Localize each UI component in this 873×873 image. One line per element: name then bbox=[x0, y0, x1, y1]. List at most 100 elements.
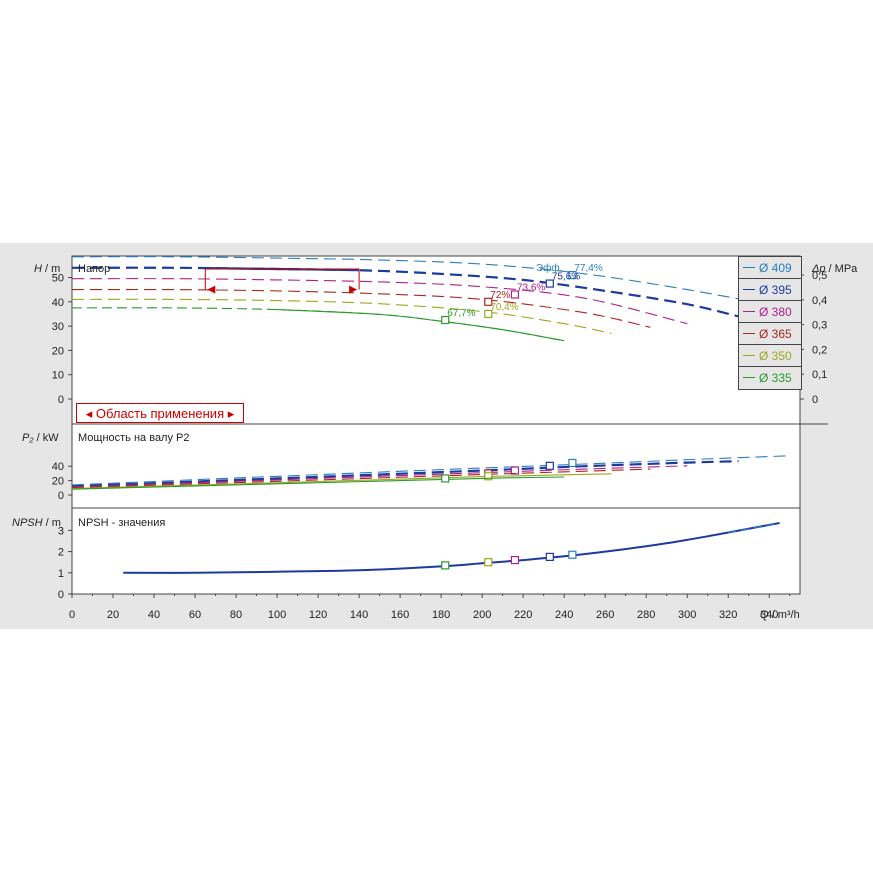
x-tick-label: 200 bbox=[473, 609, 491, 621]
head-curve-solid bbox=[277, 309, 565, 342]
dp-tick-label: 0,4 bbox=[812, 295, 827, 307]
x-tick-label: 280 bbox=[637, 609, 655, 621]
power-marker bbox=[510, 466, 520, 475]
npsh-y-tick-label: 2 bbox=[58, 547, 64, 559]
legend-swatch bbox=[743, 267, 755, 268]
dp-tick-label: 0,1 bbox=[812, 369, 827, 381]
npsh-panel-title: NPSH - значения bbox=[78, 517, 165, 529]
bep-marker bbox=[510, 290, 520, 299]
bep-marker bbox=[484, 309, 493, 319]
panel-frames bbox=[71, 255, 828, 595]
bep-marker bbox=[441, 315, 450, 325]
legend-swatch bbox=[743, 311, 755, 312]
head-plot-area bbox=[72, 256, 800, 424]
legend-swatch bbox=[743, 289, 755, 290]
application-range-label: ◂ Область применения ▸ bbox=[85, 406, 235, 421]
x-tick-label: 40 bbox=[148, 609, 160, 621]
power-y-tick-label: 20 bbox=[52, 476, 64, 488]
head-curve bbox=[71, 278, 688, 325]
x-tick-label: 220 bbox=[514, 609, 532, 621]
x-tick-label: 260 bbox=[596, 609, 614, 621]
plot-frame bbox=[71, 255, 801, 595]
x-tick-label: 120 bbox=[309, 609, 327, 621]
legend-label: Ø 350 bbox=[759, 349, 792, 363]
x-axis-title: Q / m³/h bbox=[760, 609, 800, 621]
legend-swatch bbox=[743, 355, 755, 356]
npsh-curves bbox=[123, 522, 780, 574]
x-tick-label: 140 bbox=[350, 609, 368, 621]
x-tick-label: 240 bbox=[555, 609, 573, 621]
head-panel-title: Напор bbox=[78, 263, 110, 275]
axis-text: 0 20 40 60 80 100 120 140 160 180 200 220 240 260 280 3… bbox=[12, 263, 858, 621]
head-curve bbox=[71, 256, 780, 308]
efficiency-label: 70,4% bbox=[490, 302, 518, 313]
npsh-y-tick-label: 1 bbox=[58, 568, 64, 580]
dp-tick-label: 0,5 bbox=[812, 270, 827, 282]
npsh-marker bbox=[568, 550, 577, 559]
application-range-box: ◂ Область применения ▸ bbox=[76, 403, 244, 423]
legend-label: Ø 365 bbox=[759, 327, 792, 341]
x-tick-label: 20 bbox=[107, 609, 119, 621]
power-curves bbox=[71, 455, 790, 490]
npsh-curve-extension bbox=[728, 522, 780, 534]
legend-item-409[interactable]: Ø 409 bbox=[739, 257, 801, 279]
efficiency-label: 72% bbox=[490, 290, 510, 301]
bep-marker bbox=[568, 270, 577, 280]
dp-axis-title: Δp / MPa bbox=[811, 263, 858, 275]
x-tick-label: 320 bbox=[719, 609, 737, 621]
npsh-marker bbox=[484, 558, 493, 567]
head-y-tick-label: 20 bbox=[52, 345, 64, 357]
dp-tick-label: 0,3 bbox=[812, 320, 827, 332]
legend-item-365[interactable]: Ø 365 bbox=[739, 323, 801, 345]
legend-item-350[interactable]: Ø 350 bbox=[739, 345, 801, 367]
legend-label: Ø 395 bbox=[759, 283, 792, 297]
x-tick-label: 160 bbox=[391, 609, 409, 621]
power-marker bbox=[484, 472, 493, 481]
dp-tick-label: 0 bbox=[812, 394, 818, 406]
head-y-tick-label: 40 bbox=[52, 297, 64, 309]
bep-marker bbox=[545, 279, 554, 288]
power-y-tick-label: 40 bbox=[52, 461, 64, 473]
head-axis-title: H / m bbox=[34, 263, 60, 275]
power-marker bbox=[568, 458, 577, 468]
legend-item-335[interactable]: Ø 335 bbox=[739, 367, 801, 389]
head-curve bbox=[71, 266, 739, 318]
bep-marker bbox=[484, 297, 493, 306]
efficiency-label: 67,7% bbox=[447, 308, 475, 319]
power-curve bbox=[71, 473, 612, 490]
power-marker bbox=[545, 461, 554, 470]
power-y-tick-label: 0 bbox=[58, 490, 64, 502]
legend: Ø 409 Ø 395 Ø 380 Ø 365 Ø 350 Ø 335 bbox=[738, 256, 802, 390]
head-curve bbox=[71, 298, 612, 334]
x-tick-label: 340 bbox=[760, 609, 778, 621]
legend-swatch bbox=[743, 377, 755, 378]
application-bracket bbox=[204, 268, 360, 290]
power-curve bbox=[71, 468, 651, 489]
head-y-tick-label: 50 bbox=[52, 273, 64, 285]
efficiency-label: 73,6% bbox=[517, 283, 545, 294]
legend-item-395[interactable]: Ø 395 bbox=[739, 279, 801, 301]
legend-swatch bbox=[743, 333, 755, 334]
application-arrow-left bbox=[207, 285, 216, 294]
efficiency-label: 77,4% bbox=[574, 263, 602, 274]
efficiency-prefix: Эфф. bbox=[536, 262, 562, 274]
x-tick-label: 100 bbox=[268, 609, 286, 621]
npsh-curve bbox=[123, 522, 780, 574]
legend-item-380[interactable]: Ø 380 bbox=[739, 301, 801, 323]
x-tick-label: 0 bbox=[69, 609, 75, 621]
power-curve bbox=[71, 455, 790, 486]
legend-label: Ø 335 bbox=[759, 371, 792, 385]
npsh-plot-area bbox=[72, 508, 800, 594]
x-tick-label: 180 bbox=[432, 609, 450, 621]
power-axis-title: P₂ / kW bbox=[22, 432, 59, 444]
npsh-axis-title: NPSH / m bbox=[12, 517, 61, 529]
efficiency-label: 75,6% bbox=[552, 272, 580, 283]
npsh-marker bbox=[441, 561, 450, 570]
legend-label: Ø 380 bbox=[759, 305, 792, 319]
power-plot-area bbox=[72, 424, 800, 508]
npsh-marker bbox=[510, 555, 520, 565]
dp-tick-label: 0,2 bbox=[812, 344, 827, 356]
head-y-tick-label: 0 bbox=[58, 394, 64, 406]
head-curves: 77,4%75,6% 73,6% 72%70,4% 67,7% Эфф. bbox=[71, 256, 780, 342]
